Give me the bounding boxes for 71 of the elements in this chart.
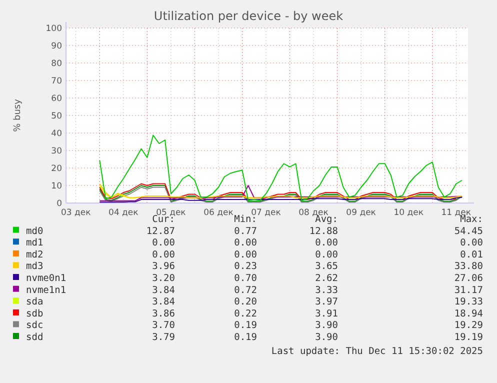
text: 3.90 xyxy=(315,332,338,343)
legend-label: nvme1n1 xyxy=(26,284,66,296)
legend-label: sda xyxy=(26,296,44,308)
text: 0.00 xyxy=(460,238,484,249)
text: 0.00 xyxy=(234,238,258,249)
text: 0.00 xyxy=(152,249,176,260)
x-tick-label: 03 дек xyxy=(61,208,91,218)
text: 3.70 xyxy=(152,320,176,332)
y-tick-label: 30 xyxy=(51,146,62,156)
text: 19.19 xyxy=(454,332,484,343)
legend-label: sdc xyxy=(26,320,44,332)
legend-label: nvme0n1 xyxy=(26,273,66,284)
legend-label: sdd xyxy=(26,332,44,343)
text: 0.77 xyxy=(234,226,257,237)
text: 27.06 xyxy=(454,273,484,284)
text: 0.00 xyxy=(234,249,258,260)
y-axis-title: % busy xyxy=(13,98,23,132)
text: 0.70 xyxy=(234,273,258,284)
y-tick-label: 0 xyxy=(56,198,62,209)
text: Last update: Thu Dec 11 15:30:02 2025 xyxy=(271,346,483,357)
y-tick-label: 50 xyxy=(51,111,62,122)
line-series xyxy=(99,134,463,201)
text: 0.72 xyxy=(234,284,257,296)
text: 33.80 xyxy=(454,261,484,272)
y-tick-label: 80 xyxy=(51,58,62,69)
text: 3.84 xyxy=(152,296,176,308)
legend-label: md0 xyxy=(26,226,44,237)
y-tick-label: 60 xyxy=(51,94,62,104)
text: 0.00 xyxy=(315,249,338,260)
text: 0.19 xyxy=(234,320,258,332)
text: 2.62 xyxy=(315,273,338,284)
y-tick-label: 100 xyxy=(46,24,62,34)
text: 12.87 xyxy=(146,226,175,237)
text: 3.86 xyxy=(152,308,176,320)
text: 3.79 xyxy=(152,332,176,343)
y-tick-label: 90 xyxy=(51,41,62,52)
legend-label: sdb xyxy=(26,308,44,320)
y-tick-label: 20 xyxy=(51,164,62,174)
y-tick-label: 40 xyxy=(51,128,62,139)
text: 12.88 xyxy=(309,226,338,237)
text: 0.00 xyxy=(152,238,176,249)
text: 0.00 xyxy=(315,238,338,249)
y-tick-label: 10 xyxy=(51,181,62,192)
text: 0.19 xyxy=(234,332,258,343)
x-tick-label: 10 дек xyxy=(394,208,424,218)
text: 0.22 xyxy=(234,308,257,320)
chart-title: Utilization per device - by week xyxy=(154,9,344,23)
text: 19.29 xyxy=(454,320,484,332)
text: 19.33 xyxy=(454,296,483,308)
text: 3.84 xyxy=(152,284,176,296)
text: 3.96 xyxy=(152,261,176,272)
text: 0.20 xyxy=(234,296,258,308)
text: 3.97 xyxy=(315,296,338,308)
x-tick-label: 09 дек xyxy=(346,208,376,218)
text: 18.94 xyxy=(454,308,484,320)
text: 0.01 xyxy=(460,249,484,260)
text: 3.65 xyxy=(315,261,338,272)
x-tick-label: 04 дек xyxy=(108,208,138,218)
text: 3.20 xyxy=(152,273,176,284)
text: 54.45 xyxy=(454,226,483,237)
text: 3.90 xyxy=(315,320,338,332)
legend-label: md1 xyxy=(26,238,44,249)
x-tick-label: 06 дек xyxy=(204,208,234,218)
legend-label: md2 xyxy=(26,249,44,260)
text: 31.17 xyxy=(454,284,483,296)
text: 3.33 xyxy=(315,284,338,296)
y-tick-label: 70 xyxy=(51,76,62,86)
text: 0.23 xyxy=(234,261,257,272)
text: 3.91 xyxy=(315,308,338,320)
x-tick-label: 11 дек xyxy=(441,208,471,218)
legend-label: md3 xyxy=(26,261,44,272)
